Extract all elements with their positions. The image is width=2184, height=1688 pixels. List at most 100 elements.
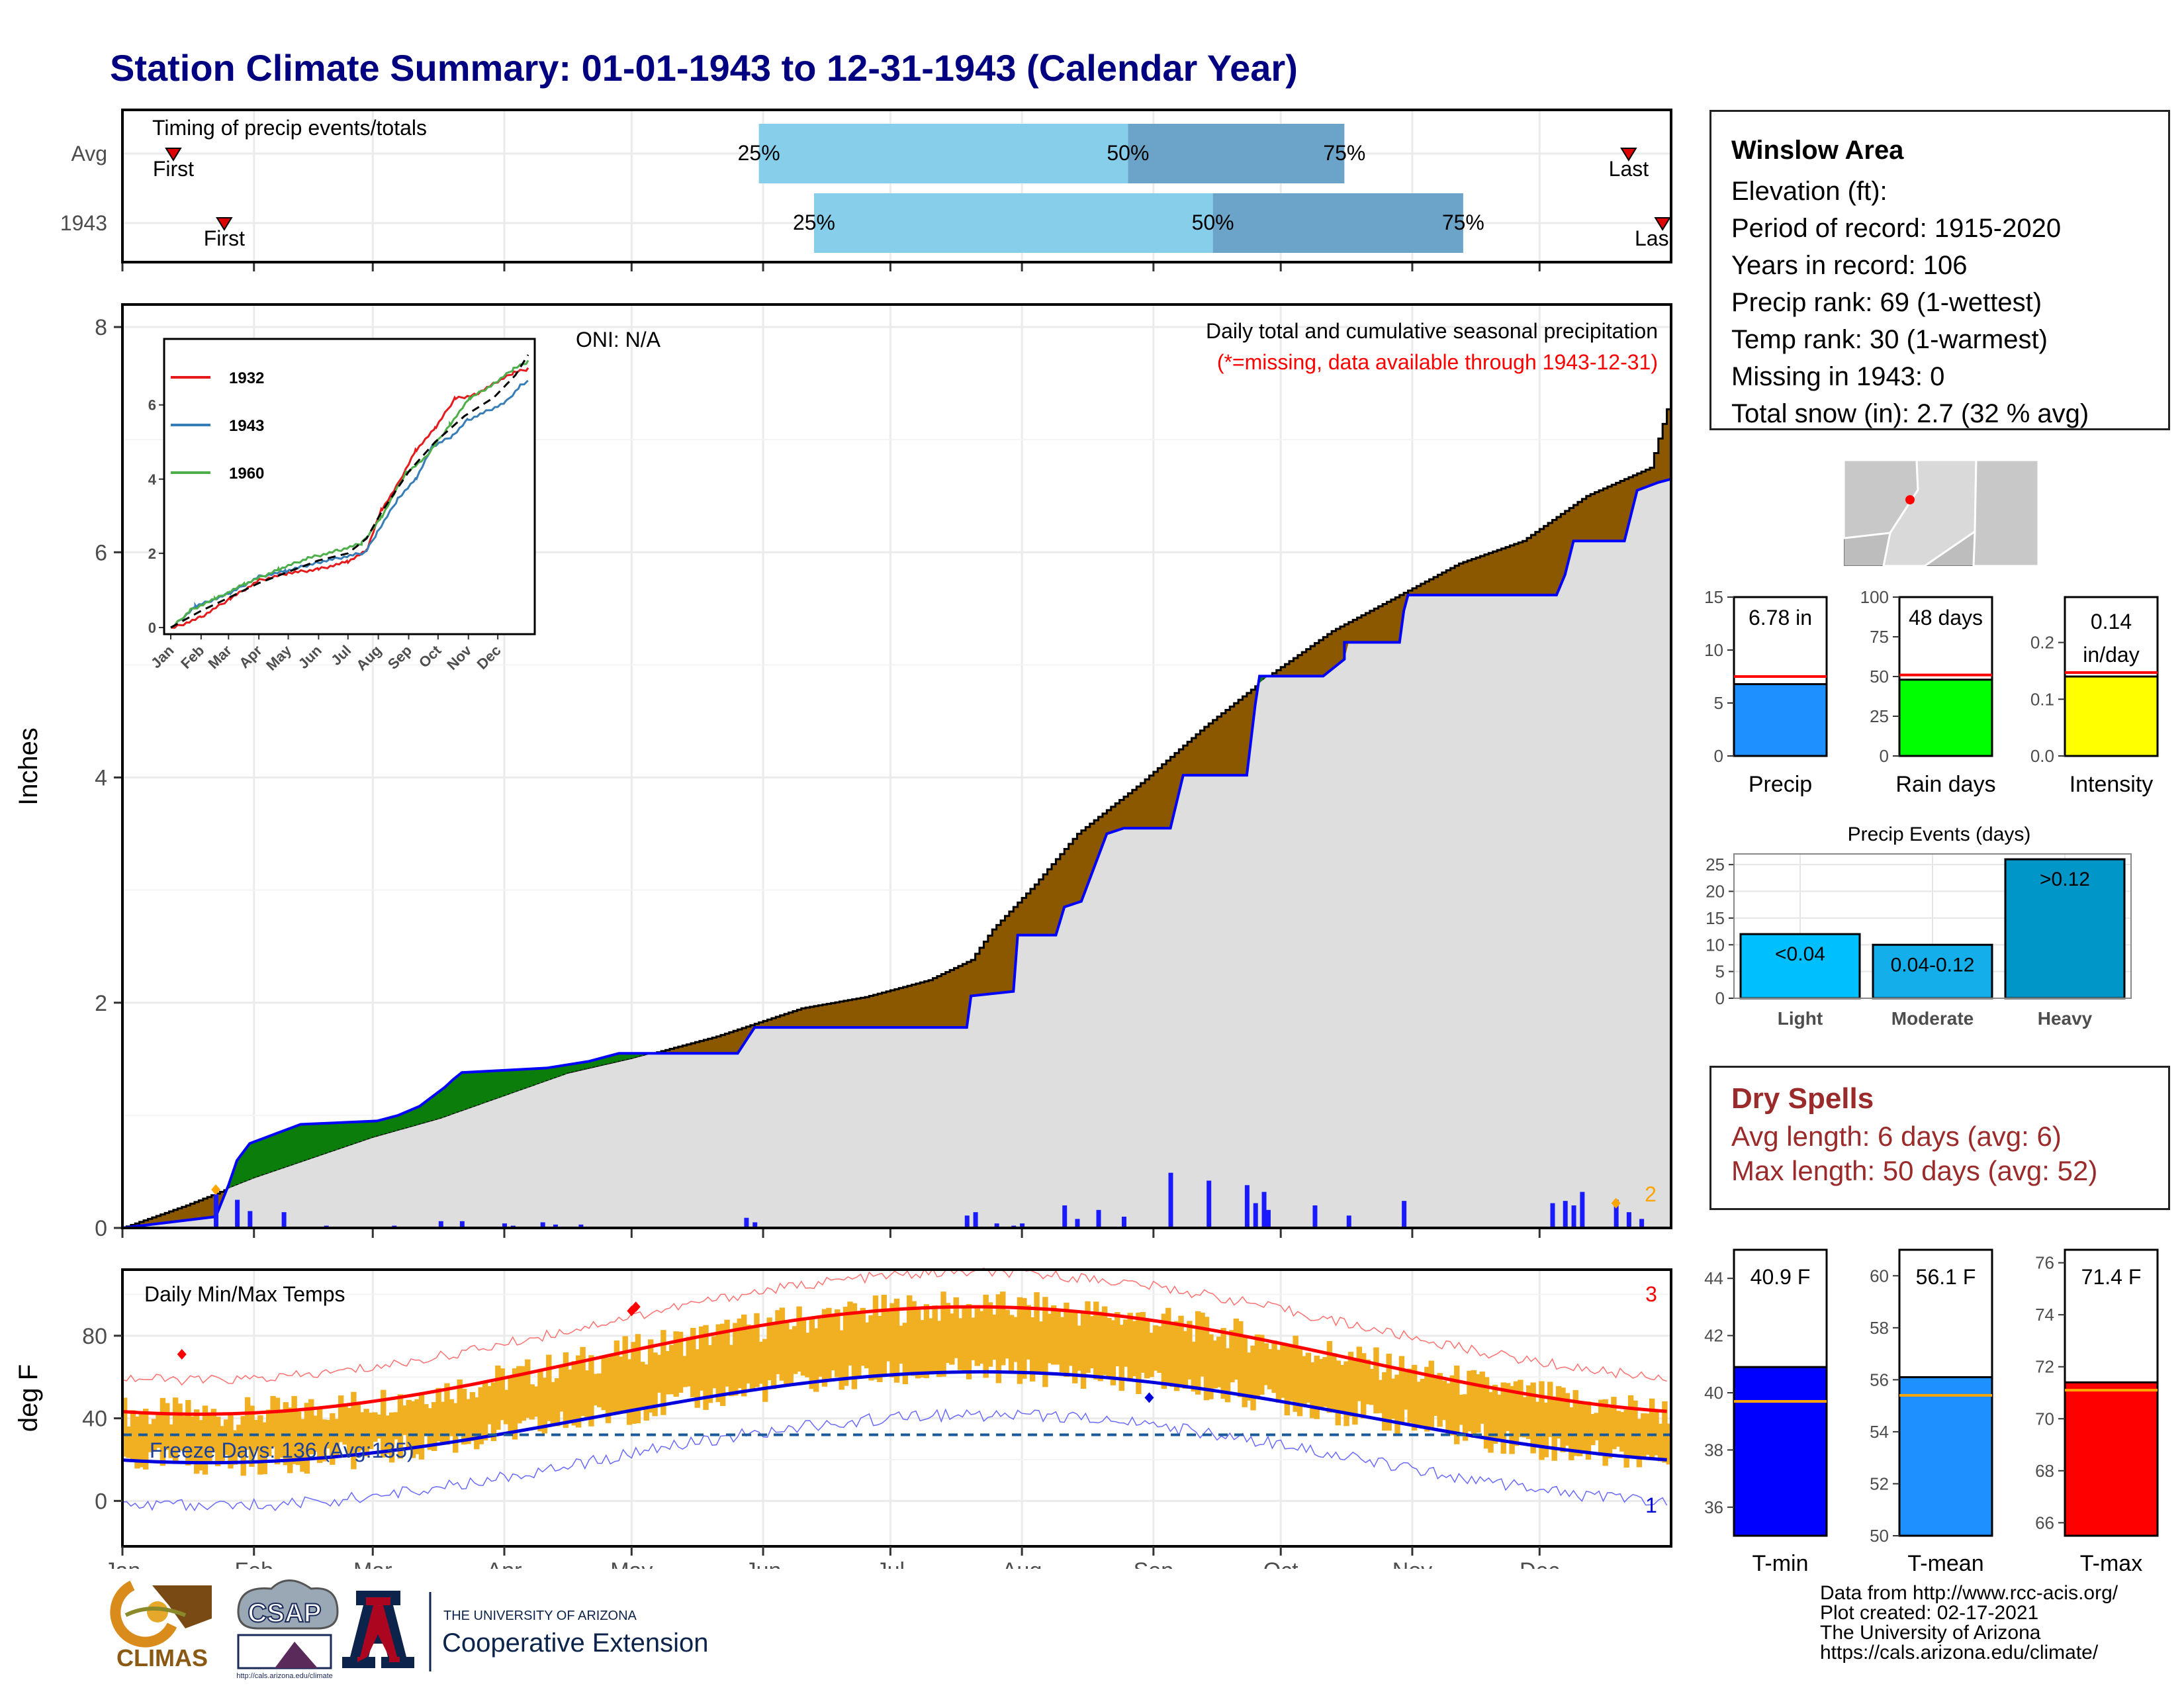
daily-precip-bar-10 <box>540 1222 545 1228</box>
summary-ytick-Rain days-25: 25 <box>1870 706 1889 726</box>
temp-frame <box>121 1268 1672 1548</box>
timing-bar-50-75-0 <box>1128 124 1345 183</box>
inset-legend-label-1932: 1932 <box>229 369 264 387</box>
events-ytick-20: 20 <box>1706 882 1725 902</box>
temp-range-bar-68 <box>410 1401 416 1458</box>
precip-events-title: Precip Events (days) <box>1848 823 2031 845</box>
temp-range-bar-250 <box>1182 1331 1189 1389</box>
temp-range-bar-304 <box>1411 1364 1418 1431</box>
temp-range-bar-237 <box>1127 1313 1133 1380</box>
timing-first-label-1: First <box>204 226 245 250</box>
temp-range-bar-55 <box>355 1404 361 1452</box>
daily-precip-bar-36 <box>1580 1192 1585 1228</box>
temp-range-bar-201 <box>974 1306 981 1366</box>
precip-ytick-4: 4 <box>95 766 107 791</box>
temp-range-bar-326 <box>1504 1383 1511 1431</box>
temp-range-bar-273 <box>1280 1342 1286 1398</box>
temp-range-bar-111 <box>592 1374 599 1406</box>
temp-range-bar-280 <box>1310 1362 1316 1419</box>
temp-range-bar-281 <box>1314 1355 1320 1419</box>
temp-range-bar-229 <box>1093 1301 1099 1380</box>
temp-range-bar-0 <box>122 1397 128 1457</box>
temp-range-bar-156 <box>784 1321 790 1387</box>
temp-range-bar-228 <box>1089 1316 1095 1369</box>
temp-summary-ytick-T-mean-54: 54 <box>1870 1422 1889 1442</box>
temp-range-bar-322 <box>1488 1392 1494 1453</box>
timing-marks: 25% 50% 75% First Last 25% 50% 75% First Las <box>153 141 1671 250</box>
temp-range-bar-163 <box>813 1328 819 1392</box>
temp-range-bar-285 <box>1331 1353 1337 1411</box>
summary-ytick-Precip-5: 5 <box>1714 693 1723 713</box>
month-label-Jul: Jul <box>876 1558 905 1569</box>
precip-summary-charts: 0 5 10 15 6.78 in Precip 0 25 50 75 100 48 days Rain… <box>1704 587 2159 797</box>
temp-range-bar-317 <box>1467 1370 1473 1432</box>
temp-range-bar-262 <box>1233 1318 1240 1380</box>
temp-range-bar-122 <box>639 1362 645 1410</box>
daily-precip-bar-21 <box>1075 1219 1080 1228</box>
temp-range-bar-325 <box>1500 1382 1506 1454</box>
temp-range-bar-208 <box>1004 1309 1010 1359</box>
daily-precip-bar-28 <box>1261 1192 1267 1228</box>
temp-range-bar-253 <box>1195 1311 1201 1395</box>
event-bar-Heavy <box>2004 858 2126 1000</box>
temp-range-bar-61 <box>381 1389 387 1458</box>
event-category-Heavy: Heavy <box>2038 1008 2093 1029</box>
temp-range-bar-230 <box>1097 1311 1103 1382</box>
temp-range-bar-275 <box>1289 1346 1295 1401</box>
temp-range-bar-239 <box>1136 1312 1142 1394</box>
temp-range-bar-238 <box>1131 1321 1138 1377</box>
inset-xtick-Sep: Sep <box>385 642 415 673</box>
temp-ylabel: deg F <box>14 1364 43 1432</box>
temp-range-bar-297 <box>1382 1372 1388 1431</box>
temp-range-bar-69 <box>414 1399 420 1454</box>
events-ytick-25: 25 <box>1706 855 1725 874</box>
temp-range-bar-66 <box>402 1405 408 1435</box>
temp-range-bar-259 <box>1220 1328 1226 1399</box>
temp-range-bar-83 <box>474 1397 480 1450</box>
temp-range-bar-149 <box>754 1313 760 1387</box>
temp-range-bar-133 <box>686 1336 692 1387</box>
temp-range-bar-165 <box>821 1309 828 1387</box>
temp-range-bar-51 <box>338 1395 344 1442</box>
station-name: Winslow Area <box>1731 136 1904 165</box>
temp-range-bar-79 <box>457 1379 463 1436</box>
temp-range-bar-188 <box>919 1320 925 1378</box>
temp-range-bar-298 <box>1386 1354 1392 1431</box>
inset-xtick-Jun: Jun <box>295 642 325 672</box>
temp-range-bar-364 <box>1666 1423 1672 1465</box>
summary-bar-Rain days <box>1898 679 1993 757</box>
temp-range-bar-286 <box>1335 1360 1341 1426</box>
temp-range-bar-261 <box>1229 1330 1235 1383</box>
record-max-line <box>122 1268 1667 1386</box>
temp-range-bar-256 <box>1208 1334 1214 1399</box>
temp-range-bar-193 <box>940 1291 946 1377</box>
temp-range-bar-130 <box>673 1331 679 1397</box>
temp-range-bar-153 <box>770 1323 777 1389</box>
temp-range-bar-53 <box>346 1407 353 1454</box>
temp-range-bar-345 <box>1585 1401 1592 1460</box>
summary-ytick-Rain days-0: 0 <box>1880 746 1889 766</box>
temp-range-bar-4 <box>138 1414 145 1468</box>
temp-range-bar-296 <box>1377 1380 1384 1413</box>
temp-range-bar-264 <box>1242 1336 1248 1407</box>
daily-precip-bar-22 <box>1096 1209 1101 1228</box>
record-high-marker-2 <box>631 1301 641 1313</box>
temp-range-bar-282 <box>1318 1358 1324 1410</box>
temp-range-bar-216 <box>1038 1321 1044 1373</box>
temp-range-bar-116 <box>614 1340 620 1415</box>
temp-range-bar-172 <box>851 1303 858 1389</box>
temp-range-bar-324 <box>1496 1394 1502 1439</box>
temp-summary-ytick-T-max-72: 72 <box>2035 1357 2054 1377</box>
temp-range-bar-96 <box>529 1384 535 1420</box>
event-category-Light: Light <box>1778 1008 1823 1029</box>
temp-range-bar-318 <box>1471 1370 1477 1438</box>
summary-name-Intensity: Intensity <box>2070 772 2154 797</box>
temp-range-bar-72 <box>427 1408 433 1450</box>
month-label-May: May <box>610 1558 653 1569</box>
event-bar-label-Heavy: >0.12 <box>2040 868 2090 890</box>
daily-precip-bar-12 <box>578 1224 584 1228</box>
temp-range-bar-107 <box>575 1355 582 1428</box>
temp-summary-bar-T-min <box>1733 1366 1828 1537</box>
temp-range-bar-168 <box>835 1309 841 1378</box>
precip-bars <box>211 1172 1645 1228</box>
